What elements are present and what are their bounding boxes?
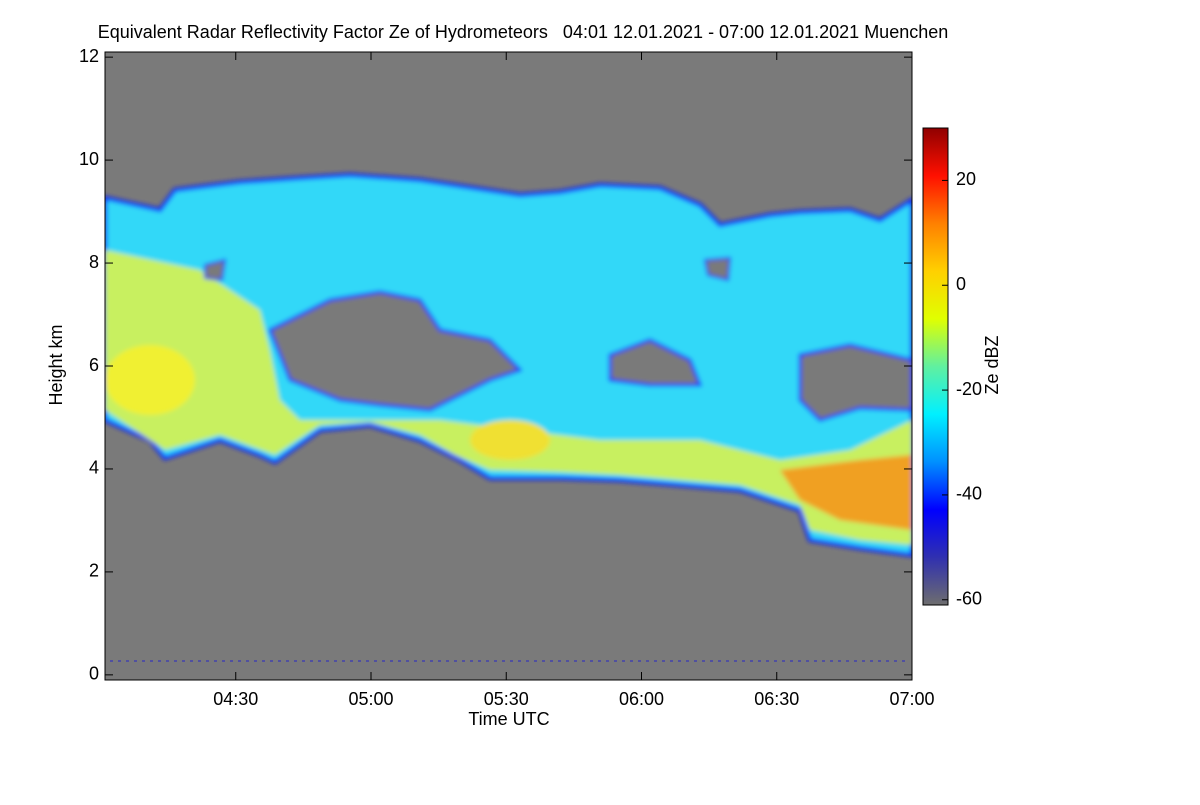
colorbar-tick-label: 0 (956, 274, 966, 294)
colorbar-label: Ze dBZ (982, 335, 1002, 394)
y-tick-label: 10 (79, 149, 99, 169)
colorbar-tick-label: -20 (956, 379, 982, 399)
y-tick-label: 6 (89, 355, 99, 375)
y-tick-label: 4 (89, 458, 99, 478)
y-axis-label: Height km (46, 324, 66, 405)
echo-gap (798, 343, 912, 422)
chart-title: Equivalent Radar Reflectivity Factor Ze … (98, 22, 949, 42)
x-tick-label: 04:30 (213, 689, 258, 709)
radar-field (105, 52, 912, 680)
x-tick-label: 05:30 (484, 689, 529, 709)
x-axis-label: Time UTC (468, 709, 549, 729)
y-tick-label: 2 (89, 561, 99, 581)
colorbar-tick-label: 20 (956, 169, 976, 189)
x-tick-label: 06:00 (619, 689, 664, 709)
echo-core (105, 250, 912, 545)
x-tick-label: 06:30 (754, 689, 799, 709)
x-tick-label: 07:00 (889, 689, 934, 709)
echo-peak (470, 420, 550, 460)
colorbar-tick-label: -60 (956, 589, 982, 609)
y-tick-label: 0 (89, 664, 99, 684)
y-tick-label: 8 (89, 252, 99, 272)
y-tick-label: 12 (79, 46, 99, 66)
echo-peak (105, 345, 195, 415)
echo-gap (204, 258, 227, 282)
echo-gap (268, 290, 523, 412)
colorbar (922, 127, 949, 606)
echo-gap (608, 338, 703, 387)
x-tick-label: 05:00 (348, 689, 393, 709)
echo-gap (703, 256, 732, 282)
colorbar-tick-label: -40 (956, 484, 982, 504)
echo-peak (780, 455, 912, 530)
